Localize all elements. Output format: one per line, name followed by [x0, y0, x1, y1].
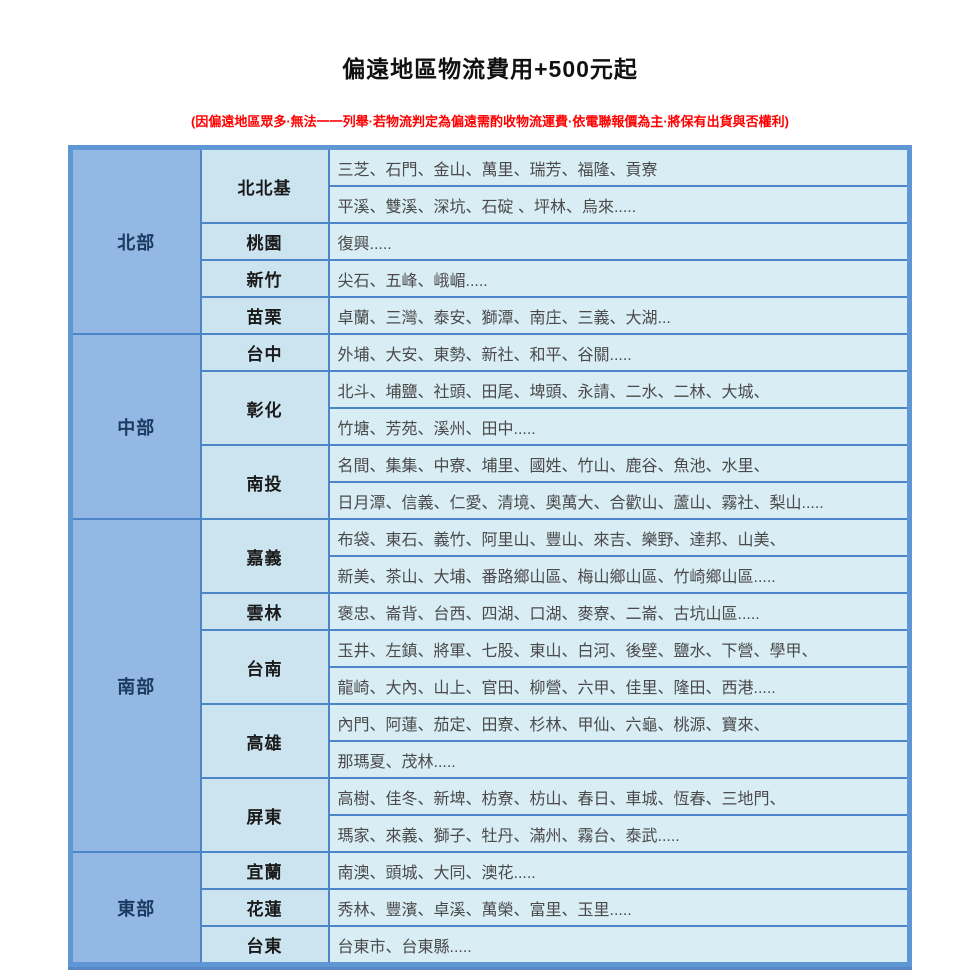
district-cell: 外埔、大安、東勢、新社、和平、谷關..... — [327, 333, 911, 372]
table-row: 雲林 褒忠、崙背、台西、四湖、口湖、麥寮、二崙、古坑山區..... — [71, 592, 911, 631]
table-row: 南部 嘉義 布袋、東石、義竹、阿里山、豐山、來吉、樂野、達邦、山美、 — [69, 518, 911, 853]
district-cell: 瑪家、來義、獅子、牡丹、滿州、霧台、泰武..... — [327, 814, 911, 853]
table-row: 南投 名間、集集、中寮、埔里、國姓、竹山、鹿谷、魚池、水里、 — [71, 444, 911, 520]
district-cell: 台東市、台東縣..... — [327, 925, 911, 966]
county-cell: 雲林 — [199, 592, 330, 631]
table-row: 日月潭、信義、仁愛、清境、奧萬大、合歡山、蘆山、霧社、梨山..... — [71, 481, 911, 520]
table-row: 竹塘、芳苑、溪州、田中..... — [71, 407, 911, 446]
county-cell: 台中 — [199, 333, 330, 372]
table-row: 東部 宜蘭 南澳、頭城、大同、澳花..... — [69, 851, 911, 966]
district-cell: 玉井、左鎮、將軍、七股、東山、白河、後壁、鹽水、下營、學甲、 — [327, 629, 911, 668]
district-cell: 南澳、頭城、大同、澳花..... — [327, 851, 911, 890]
region-cell: 南部 — [69, 518, 202, 853]
district-cell: 內門、阿蓮、茄定、田寮、杉林、甲仙、六龜、桃源、寶來、 — [327, 703, 911, 742]
county-cell: 台東 — [199, 925, 330, 966]
table-row: 龍崎、大內、山上、官田、柳營、六甲、佳里、隆田、西港..... — [71, 666, 911, 705]
district-cell: 竹塘、芳苑、溪州、田中..... — [327, 407, 911, 446]
district-cell: 尖石、五峰、峨嵋..... — [327, 259, 911, 298]
fee-table-body: 北部 北北基 三芝、石門、金山、萬里、瑞芳、福隆、貢寮 平溪、雙溪、深坑、石碇 、坪林… — [69, 146, 911, 966]
remote-area-fee-table: 北部 北北基 三芝、石門、金山、萬里、瑞芳、福隆、貢寮 平溪、雙溪、深坑、石碇 、坪林… — [68, 145, 912, 967]
district-cell: 名間、集集、中寮、埔里、國姓、竹山、鹿谷、魚池、水里、 — [327, 444, 911, 483]
district-cell: 秀林、豐濱、卓溪、萬榮、富里、玉里..... — [327, 888, 911, 927]
county-cell: 彰化 — [199, 370, 330, 446]
table-row: 中部 台中 外埔、大安、東勢、新社、和平、谷關..... — [69, 333, 911, 520]
table-row: 彰化 北斗、埔鹽、社頭、田尾、埤頭、永請、二水、二林、大城、 — [71, 370, 911, 446]
county-cell: 屏東 — [199, 777, 330, 853]
table-row: 台南 玉井、左鎮、將軍、七股、東山、白河、後壁、鹽水、下營、學甲、 — [71, 629, 911, 705]
district-cell: 卓蘭、三灣、泰安、獅潭、南庄、三義、大湖... — [327, 296, 911, 335]
district-cell: 新美、茶山、大埔、番路鄉山區、梅山鄉山區、竹崎鄉山區..... — [327, 555, 911, 594]
region-cell: 東部 — [69, 851, 202, 966]
county-cell: 苗栗 — [199, 296, 330, 335]
table-row: 桃園 復興..... — [71, 222, 911, 261]
district-cell: 那瑪夏、茂林..... — [327, 740, 911, 779]
district-cell: 日月潭、信義、仁愛、清境、奧萬大、合歡山、蘆山、霧社、梨山..... — [327, 481, 911, 520]
table-row: 屏東 高樹、佳冬、新埤、枋寮、枋山、春日、車城、恆春、三地門、 — [71, 777, 911, 853]
table-row: 瑪家、來義、獅子、牡丹、滿州、霧台、泰武..... — [71, 814, 911, 853]
county-cell: 嘉義 — [199, 518, 330, 594]
remote-area-fee-table-wrap: 北部 北北基 三芝、石門、金山、萬里、瑞芳、福隆、貢寮 平溪、雙溪、深坑、石碇 、坪林… — [68, 145, 912, 967]
table-row: 花蓮 秀林、豐濱、卓溪、萬榮、富里、玉里..... — [71, 888, 911, 927]
district-cell: 褒忠、崙背、台西、四湖、口湖、麥寮、二崙、古坑山區..... — [327, 592, 911, 631]
region-cell: 中部 — [69, 333, 202, 520]
disclaimer-note: (因偏遠地區眾多·無法一一列舉·若物流判定為偏遠需酌收物流運費·依電聯報價為主·… — [191, 114, 789, 129]
county-cell: 桃園 — [199, 222, 330, 261]
table-row: 平溪、雙溪、深坑、石碇 、坪林、烏來..... — [71, 185, 911, 224]
county-cell: 宜蘭 — [199, 851, 330, 890]
district-cell: 龍崎、大內、山上、官田、柳營、六甲、佳里、隆田、西港..... — [327, 666, 911, 705]
county-cell: 南投 — [199, 444, 330, 520]
table-row: 新竹 尖石、五峰、峨嵋..... — [71, 259, 911, 298]
district-cell: 布袋、東石、義竹、阿里山、豐山、來吉、樂野、達邦、山美、 — [327, 518, 911, 557]
county-cell: 新竹 — [199, 259, 330, 298]
table-row: 北部 北北基 三芝、石門、金山、萬里、瑞芳、福隆、貢寮 — [69, 146, 911, 335]
district-cell: 三芝、石門、金山、萬里、瑞芳、福隆、貢寮 — [327, 146, 911, 187]
county-cell: 台南 — [199, 629, 330, 705]
table-row: 苗栗 卓蘭、三灣、泰安、獅潭、南庄、三義、大湖... — [71, 296, 911, 335]
region-cell: 北部 — [69, 146, 202, 335]
district-cell: 復興..... — [327, 222, 911, 261]
table-row: 台東 台東市、台東縣..... — [71, 925, 911, 966]
district-cell: 高樹、佳冬、新埤、枋寮、枋山、春日、車城、恆春、三地門、 — [327, 777, 911, 816]
table-row: 新美、茶山、大埔、番路鄉山區、梅山鄉山區、竹崎鄉山區..... — [71, 555, 911, 594]
county-cell: 北北基 — [199, 146, 330, 224]
district-cell: 平溪、雙溪、深坑、石碇 、坪林、烏來..... — [327, 185, 911, 224]
county-cell: 花蓮 — [199, 888, 330, 927]
page-title: 偏遠地區物流費用+500元起 — [342, 56, 638, 82]
table-row: 那瑪夏、茂林..... — [71, 740, 911, 779]
table-row: 高雄 內門、阿蓮、茄定、田寮、杉林、甲仙、六龜、桃源、寶來、 — [71, 703, 911, 779]
district-cell: 北斗、埔鹽、社頭、田尾、埤頭、永請、二水、二林、大城、 — [327, 370, 911, 409]
county-cell: 高雄 — [199, 703, 330, 779]
